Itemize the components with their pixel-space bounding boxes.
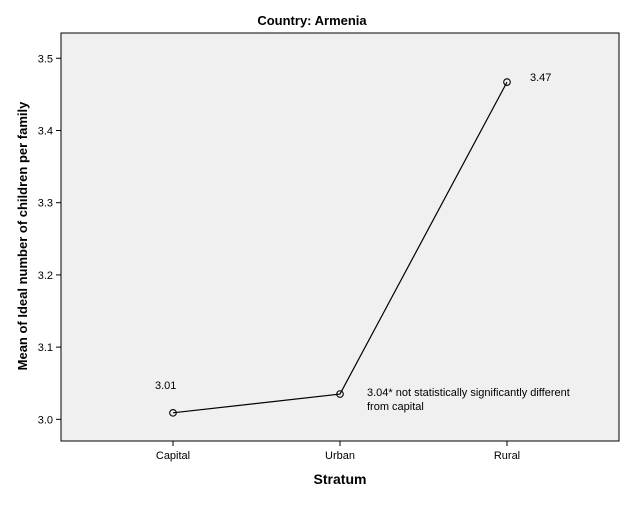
annotation-rural: 3.47 xyxy=(530,72,551,84)
chart-title: Country: Armenia xyxy=(257,13,367,28)
plot-area xyxy=(60,32,620,442)
data-point-urban xyxy=(336,390,344,398)
data-point-capital xyxy=(169,408,177,417)
x-axis-ticks: Capital Urban Rural xyxy=(156,441,520,462)
annotation-capital: 3.01 xyxy=(155,380,176,392)
y-tick-label: 3.2 xyxy=(38,270,53,282)
y-tick-label: 3.5 xyxy=(38,53,53,65)
series-line xyxy=(172,81,508,414)
annotation-urban: from capital xyxy=(367,401,424,413)
x-axis-label: Stratum xyxy=(314,471,367,487)
annotations-group: 3.01 3.04* not statistically significantl… xyxy=(155,72,570,413)
x-tick-label: Urban xyxy=(325,450,355,462)
data-point-rural xyxy=(503,78,511,86)
y-tick-label: 3.0 xyxy=(38,414,53,426)
x-tick-label: Rural xyxy=(494,450,520,462)
x-tick-label: Capital xyxy=(156,450,190,462)
y-axis-label: Mean of Ideal number of children per fam… xyxy=(15,101,30,370)
y-tick-label: 3.1 xyxy=(38,342,53,354)
y-axis-ticks: 3.0 3.1 3.2 3.3 3.4 3.5 xyxy=(38,53,61,426)
y-tick-label: 3.4 xyxy=(38,125,53,137)
y-tick-label: 3.3 xyxy=(38,198,53,210)
annotation-urban: 3.04* not statistically significantly di… xyxy=(367,387,570,399)
series-group xyxy=(169,78,511,417)
